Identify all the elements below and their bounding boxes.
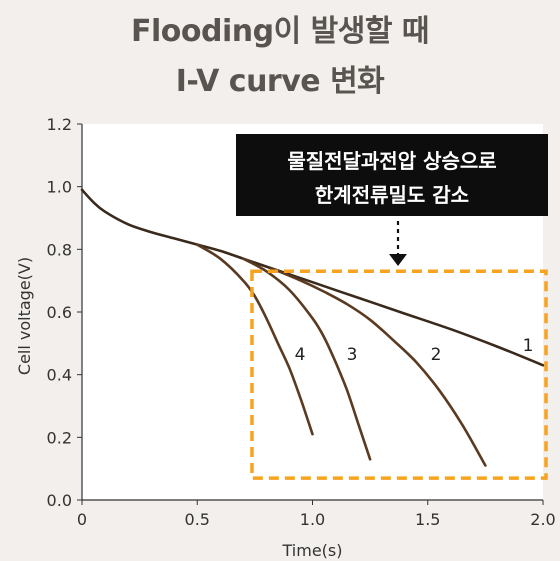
series-line-4 [196,243,314,436]
title-line-2: I-V curve 변화 [175,64,385,99]
x-tick-label: 0 [77,510,87,529]
x-tick-label: 1.0 [300,510,325,529]
series-layer: 1 2 3 4 [80,188,545,467]
series-line-2 [269,266,487,467]
series-label-3: 3 [347,345,358,365]
title-line-1: Flooding이 발생할 때 [131,14,429,49]
callout-box [236,134,548,216]
series-label-4: 4 [295,345,306,365]
highlight-box [250,269,548,480]
x-tick-label: 2.0 [530,510,555,529]
x-axis-label: Time(s) [282,541,343,560]
callout-line-2: 한계전류밀도 감소 [315,183,469,207]
y-tick-label: 0.4 [47,366,72,385]
series-label-1: 1 [523,336,534,356]
callout-line-1: 물질전달과전압 상승으로 [287,149,496,173]
y-tick-label: 0.2 [47,428,72,447]
y-axis-label: Cell voltage(V) [15,257,34,375]
highlight-layer [250,269,548,480]
series-label-2: 2 [431,345,442,365]
y-tick-label: 1.2 [47,115,72,134]
callout-arrow-head [389,254,407,266]
x-tick-label: 0.5 [185,510,210,529]
y-tick-label: 1.0 [47,178,72,197]
x-tick-label: 1.5 [415,510,440,529]
series-line-3 [242,257,372,461]
y-tick-label: 0.0 [47,491,72,510]
y-tick-label: 0.8 [47,240,72,259]
y-tick-label: 0.6 [47,303,72,322]
